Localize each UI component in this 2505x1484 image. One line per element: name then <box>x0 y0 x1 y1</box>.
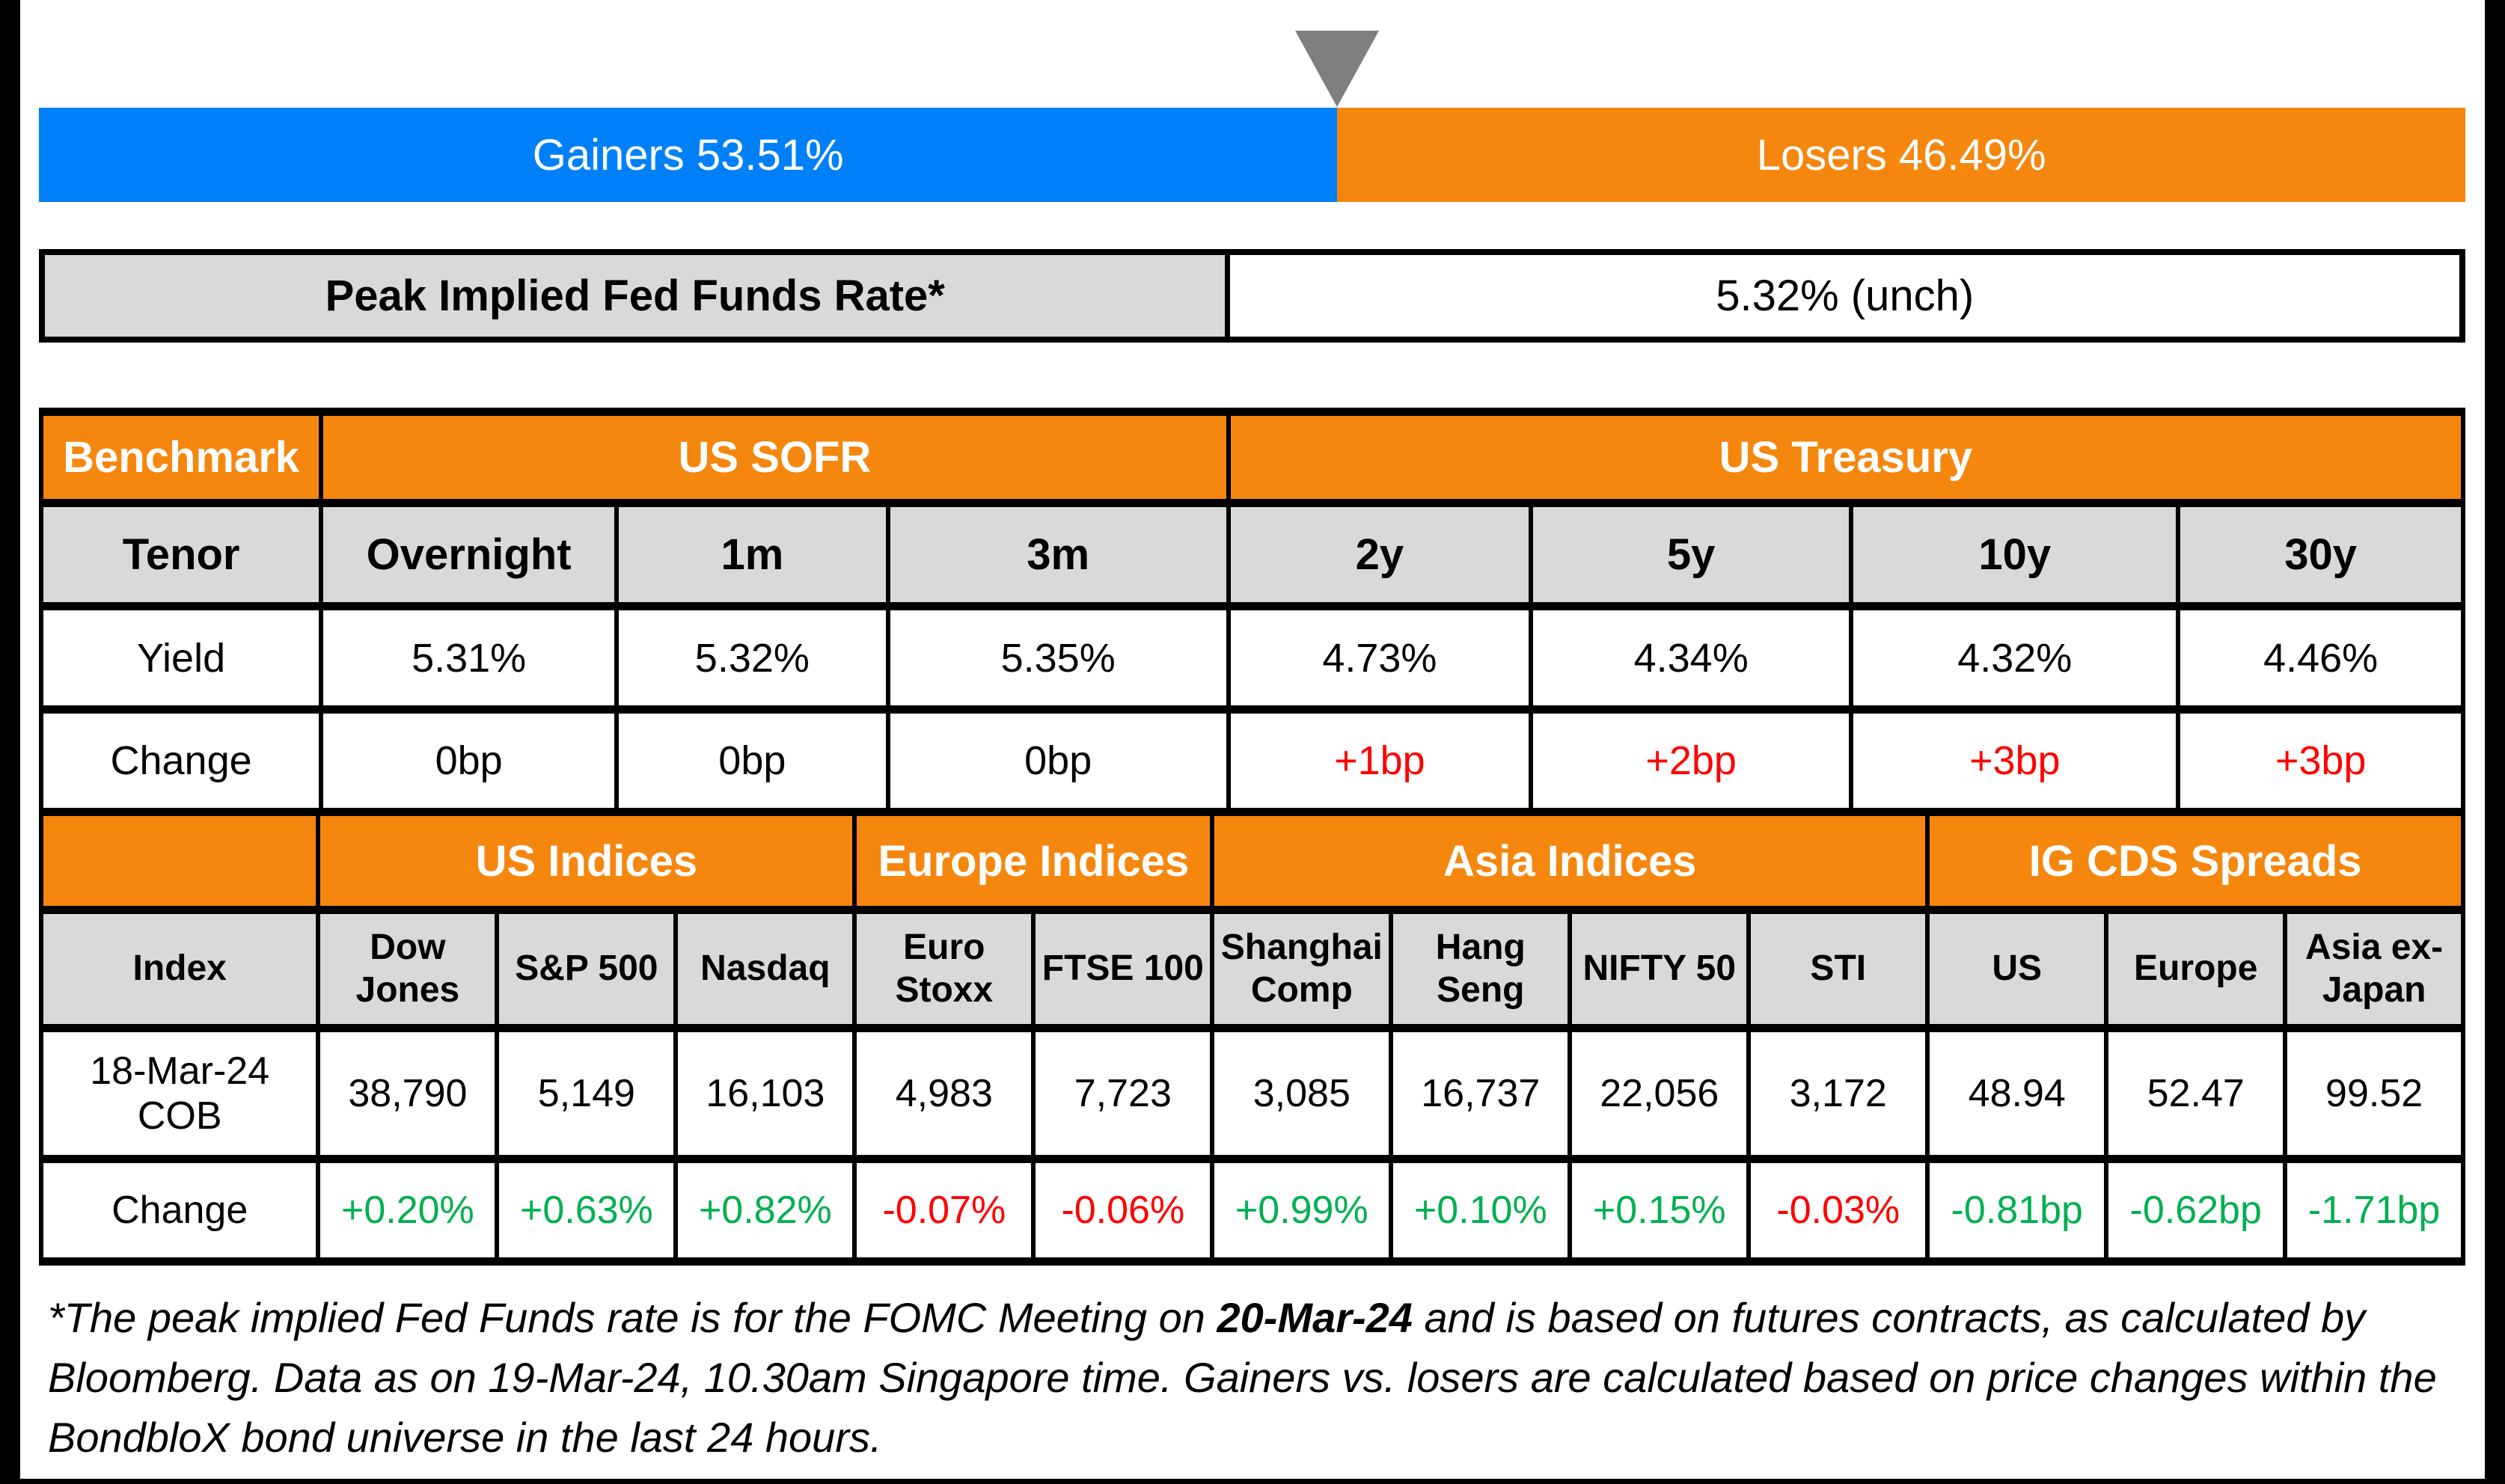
index-name-cell: NIFTY 50 <box>1567 906 1752 1032</box>
change-cell: 0bp <box>885 705 1231 816</box>
index-name-cell: US <box>1925 906 2109 1032</box>
losers-segment: Losers 46.49% <box>1337 108 2465 202</box>
indices-table: US Indices Europe Indices Asia Indices I… <box>38 808 2465 1266</box>
cob-values-row: 18-Mar-24 COB 38,790 5,149 16,103 4,983 … <box>38 1024 2465 1163</box>
change-cell: +0.10% <box>1389 1155 1573 1266</box>
change-cell: +3bp <box>2176 705 2465 816</box>
index-name-cell: Europe <box>2104 906 2288 1032</box>
index-value-cell: 7,723 <box>1031 1024 1215 1163</box>
page-edge-bottom <box>0 1479 2505 1484</box>
yield-row: Yield 5.31% 5.32% 5.35% 4.73% 4.34% 4.32… <box>38 602 2465 714</box>
benchmark-table: Benchmark US SOFR US Treasury Tenor Over… <box>38 408 2466 816</box>
footnote-bold-date: 20-Mar-24 <box>1217 1294 1413 1341</box>
change-cell: +0.15% <box>1567 1155 1752 1266</box>
footnote-part1: *The peak implied Fed Funds rate is for … <box>48 1294 1217 1341</box>
benchmark-change-row: Change 0bp 0bp 0bp +1bp +2bp +3bp +3bp <box>38 705 2465 816</box>
benchmark-corner-header: Benchmark <box>38 408 324 507</box>
us-sofr-group-header: US SOFR <box>319 408 1231 507</box>
index-value-cell: 48.94 <box>1925 1024 2109 1163</box>
index-value-cell: 38,790 <box>316 1024 500 1163</box>
split-marker-triangle-icon <box>1295 31 1380 107</box>
yield-cell: 4.73% <box>1226 602 1534 714</box>
index-value-cell: 16,103 <box>673 1024 857 1163</box>
tenor-row: Tenor Overnight 1m 3m 2y 5y 10y 30y <box>38 499 2465 610</box>
us-treasury-group-header: US Treasury <box>1226 408 2466 507</box>
indices-header-row: US Indices Europe Indices Asia Indices I… <box>38 808 2465 914</box>
gainers-label: Gainers 53.51% <box>532 130 844 180</box>
change-row-label: Change <box>38 705 324 816</box>
us-indices-group-header: US Indices <box>316 808 857 914</box>
index-name-cell: Euro Stoxx <box>852 906 1036 1032</box>
indices-corner-header <box>38 808 321 914</box>
change-row-label: Change <box>38 1155 321 1266</box>
change-cell: +3bp <box>1849 705 2181 816</box>
asia-indices-group-header: Asia Indices <box>1210 808 1930 914</box>
peak-rate-row: Peak Implied Fed Funds Rate* 5.32% (unch… <box>39 249 2465 343</box>
change-cell: +2bp <box>1529 705 1854 816</box>
index-value-cell: 4,983 <box>852 1024 1036 1163</box>
index-value-cell: 52.47 <box>2104 1024 2288 1163</box>
tenor-cell: 1m <box>614 499 890 610</box>
index-value-cell: 3,085 <box>1210 1024 1394 1163</box>
yield-cell: 5.35% <box>885 602 1231 714</box>
change-cell: +0.82% <box>673 1155 857 1266</box>
change-cell: 0bp <box>319 705 620 816</box>
change-cell: -0.03% <box>1746 1155 1930 1266</box>
peak-rate-label: Peak Implied Fed Funds Rate* <box>45 255 1231 337</box>
europe-indices-group-header: Europe Indices <box>852 808 1215 914</box>
indices-change-row: Change +0.20% +0.63% +0.82% -0.07% -0.06… <box>38 1155 2465 1266</box>
peak-rate-value: 5.32% (unch) <box>1230 255 2459 337</box>
page-edge-left <box>0 0 20 1484</box>
yield-cell: 5.32% <box>614 602 890 714</box>
gainers-segment: Gainers 53.51% <box>39 108 1338 202</box>
index-name-cell: STI <box>1746 906 1930 1032</box>
change-cell: -0.81bp <box>1925 1155 2109 1266</box>
yield-cell: 5.31% <box>319 602 620 714</box>
gainers-losers-bar: Gainers 53.51% Losers 46.49% <box>39 108 2465 202</box>
tables-container: Benchmark US SOFR US Treasury Tenor Over… <box>38 408 2466 1266</box>
index-name-cell: FTSE 100 <box>1031 906 1215 1032</box>
footnote: *The peak implied Fed Funds rate is for … <box>48 1288 2442 1468</box>
index-row-label: Index <box>38 906 321 1032</box>
yield-row-label: Yield <box>38 602 324 714</box>
tenor-cell: Overnight <box>319 499 620 610</box>
tenor-cell: 3m <box>885 499 1231 610</box>
index-name-row: Index Dow Jones S&P 500 Nasdaq Euro Stox… <box>38 906 2465 1032</box>
change-cell: +0.20% <box>316 1155 500 1266</box>
page-edge-right <box>2485 0 2505 1484</box>
change-cell: -0.06% <box>1031 1155 1215 1266</box>
index-value-cell: 3,172 <box>1746 1024 1930 1163</box>
tenor-row-label: Tenor <box>38 499 324 610</box>
change-cell: +0.63% <box>495 1155 679 1266</box>
yield-cell: 4.32% <box>1849 602 2181 714</box>
change-cell: 0bp <box>614 705 890 816</box>
index-name-cell: S&P 500 <box>495 906 679 1032</box>
ig-cds-group-header: IG CDS Spreads <box>1925 808 2465 914</box>
cob-row-label: 18-Mar-24 COB <box>38 1024 321 1163</box>
change-cell: -0.07% <box>852 1155 1036 1266</box>
tenor-cell: 10y <box>1849 499 2181 610</box>
benchmark-header-row: Benchmark US SOFR US Treasury <box>38 408 2466 507</box>
index-value-cell: 99.52 <box>2283 1024 2465 1163</box>
index-name-cell: Nasdaq <box>673 906 857 1032</box>
index-name-cell: Dow Jones <box>316 906 500 1032</box>
tenor-cell: 2y <box>1226 499 1534 610</box>
change-cell: -1.71bp <box>2283 1155 2465 1266</box>
change-cell: -0.62bp <box>2104 1155 2288 1266</box>
footnote-part2: and is based on futures contracts, as ca… <box>48 1294 2437 1462</box>
index-name-cell: Shanghai Comp <box>1210 906 1394 1032</box>
index-value-cell: 22,056 <box>1567 1024 1752 1163</box>
losers-label: Losers 46.49% <box>1756 130 2046 180</box>
tenor-cell: 5y <box>1529 499 1854 610</box>
change-cell: +1bp <box>1226 705 1534 816</box>
index-name-cell: Hang Seng <box>1389 906 1573 1032</box>
index-value-cell: 16,737 <box>1389 1024 1573 1163</box>
index-name-cell: Asia ex-Japan <box>2283 906 2465 1032</box>
yield-cell: 4.46% <box>2176 602 2465 714</box>
index-value-cell: 5,149 <box>495 1024 679 1163</box>
change-cell: +0.99% <box>1210 1155 1394 1266</box>
tenor-cell: 30y <box>2176 499 2465 610</box>
yield-cell: 4.34% <box>1529 602 1854 714</box>
